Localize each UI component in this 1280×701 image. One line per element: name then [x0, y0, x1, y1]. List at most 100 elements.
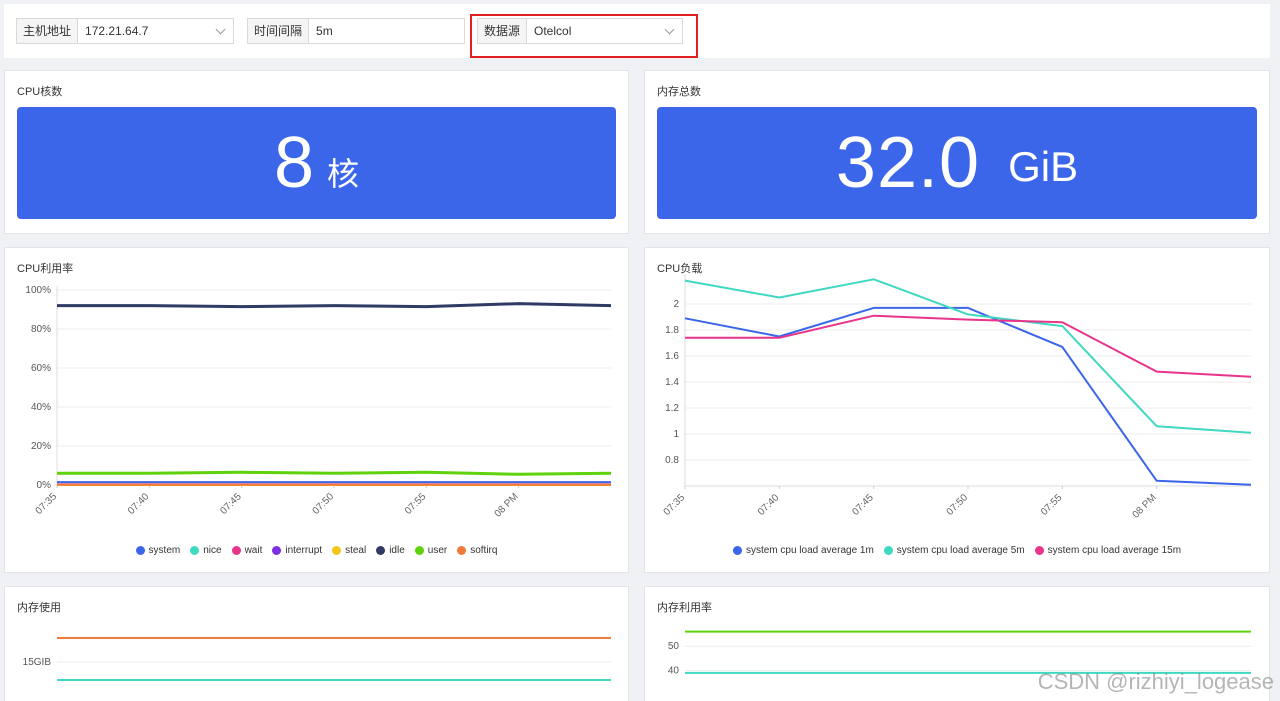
- cpu-load-chart: 0.8 1 1.2 1.4 1.6 1.8 2 07:35 07:40 07:45 07:50 07:…: [662, 274, 1252, 521]
- series-line-idle: [57, 302, 612, 309]
- legend-item[interactable]: wait: [231, 545, 263, 556]
- x-tick-label: 07:45: [850, 492, 876, 518]
- legend-item[interactable]: system: [135, 545, 181, 556]
- host-value[interactable]: 172.21.64.7: [85, 24, 149, 38]
- panel-title: CPU利用率: [17, 263, 74, 275]
- x-tick-label: 07:35: [34, 491, 60, 517]
- y-tick-label: 20%: [31, 441, 51, 452]
- legend-dot-icon: [332, 546, 342, 555]
- legend-dot-icon: [883, 546, 893, 555]
- y-tick-label: 60%: [31, 363, 51, 374]
- filter-bar: 主机地址 172.21.64.7 时间间隔 5m 数据源 Otelcol: [4, 4, 1270, 58]
- y-tick-label: 1: [673, 429, 679, 440]
- x-tick-label: 07:45: [218, 491, 244, 517]
- legend-dot-icon: [190, 546, 200, 555]
- panel-title: CPU负载: [657, 263, 703, 275]
- mem-total-stat: 32.0 GiB: [657, 107, 1257, 219]
- y-tick-label: 100%: [25, 285, 51, 296]
- legend-dot-icon: [414, 546, 424, 555]
- legend-label: steal: [345, 545, 367, 556]
- panel-title: 内存总数: [657, 86, 701, 98]
- legend-item[interactable]: nice: [190, 545, 222, 556]
- mem-rate-chart: 40 50: [668, 630, 1251, 677]
- series-line-system-cpu-load-average-5m: [684, 278, 1252, 434]
- datasource-label: 数据源: [478, 19, 528, 43]
- legend-dot-icon: [135, 546, 145, 555]
- y-tick-label: 0.8: [665, 455, 679, 466]
- x-tick-label: 08 PM: [1131, 492, 1159, 520]
- datasource-select[interactable]: 数据源 Otelcol: [477, 18, 683, 44]
- legend-label: softirq: [470, 545, 498, 556]
- x-tick-label: 07:40: [756, 492, 782, 518]
- legend-label: user: [427, 545, 448, 556]
- legend-dot-icon: [231, 546, 241, 555]
- stat-unit: GiB: [1008, 143, 1079, 190]
- panel-title: 内存利用率: [657, 602, 712, 614]
- watermark: CSDN @rizhiyi_logease: [1037, 669, 1274, 694]
- series-line-system-cpu-load-average-15m: [685, 314, 1252, 378]
- cpu-usage-chart: 0% 20% 40% 60% 80% 100% 07:35 07:40 07:45 07:50 07…: [25, 285, 612, 520]
- legend-item[interactable]: idle: [376, 545, 405, 556]
- legend-label: system: [148, 545, 181, 556]
- cpu-load-panel: CPU负载 0.8 1 1.2 1.4 1.6 1.8 2 07:35 07:40 07:45 07…: [644, 247, 1270, 573]
- y-tick-label: 40%: [31, 402, 51, 413]
- legend-label: interrupt: [285, 545, 323, 556]
- legend-item[interactable]: user: [414, 545, 448, 556]
- chart-legend: system cpu load average 1m system cpu loa…: [645, 545, 1269, 556]
- legend-dot-icon: [732, 546, 742, 555]
- x-tick-label: 07:50: [945, 492, 971, 518]
- y-tick-label: 1.6: [665, 351, 679, 362]
- x-tick-label: 07:50: [311, 491, 337, 517]
- legend-label: wait: [244, 545, 263, 556]
- series-line-system-cpu-load-average-1m: [684, 306, 1252, 486]
- x-tick-label: 08 PM: [493, 491, 521, 519]
- interval-value[interactable]: 5m: [316, 24, 333, 38]
- legend-dot-icon: [1034, 546, 1044, 555]
- y-tick-label: 1.2: [665, 403, 679, 414]
- x-tick-label: 07:40: [126, 491, 152, 517]
- legend-label: idle: [389, 545, 405, 556]
- legend-item[interactable]: system cpu load average 15m: [1034, 545, 1182, 556]
- legend-item[interactable]: system cpu load average 5m: [883, 545, 1025, 556]
- legend-dot-icon: [376, 546, 386, 555]
- legend-item[interactable]: softirq: [457, 545, 497, 556]
- legend-label: system cpu load average 15m: [1047, 545, 1182, 556]
- legend-label: nice: [203, 545, 222, 556]
- legend-label: system cpu load average 5m: [896, 545, 1025, 556]
- x-tick-label: 07:55: [403, 491, 429, 517]
- mem-used-panel: 内存使用 15GIB: [4, 586, 629, 701]
- legend-item[interactable]: interrupt: [272, 545, 322, 556]
- stat-value: 32.0: [835, 123, 981, 203]
- x-tick-label: 07:55: [1039, 492, 1065, 518]
- host-select[interactable]: 主机地址 172.21.64.7: [16, 18, 234, 44]
- y-tick-label: 40: [668, 666, 680, 677]
- cpu-cores-panel: CPU核数 8 核: [4, 70, 629, 234]
- highlight-box: [470, 14, 698, 58]
- legend-item[interactable]: system cpu load average 1m: [732, 545, 874, 556]
- y-tick-label: 15GIB: [23, 657, 52, 668]
- stat-value: 8: [273, 123, 316, 203]
- legend-dot-icon: [272, 546, 282, 555]
- interval-label: 时间间隔: [248, 19, 310, 43]
- y-tick-label: 1.4: [665, 377, 679, 388]
- panel-title: 内存使用: [17, 602, 61, 614]
- mem-used-chart: 15GIB: [23, 637, 611, 681]
- legend-item[interactable]: steal: [332, 545, 366, 556]
- stat-unit: 核: [327, 156, 360, 192]
- interval-input[interactable]: 时间间隔 5m: [247, 18, 465, 44]
- y-tick-label: 1.8: [665, 325, 679, 336]
- x-tick-label: 07:35: [662, 492, 688, 518]
- cpu-usage-panel: CPU利用率 0% 20% 40% 60% 80% 100% 07:35 07:40 07:45…: [4, 247, 629, 573]
- chart-legend: system nice wait interrupt steal idle user soft…: [5, 545, 628, 556]
- legend-dot-icon: [457, 546, 467, 555]
- y-tick-label: 80%: [31, 324, 51, 335]
- datasource-value[interactable]: Otelcol: [534, 24, 572, 38]
- chevron-down-icon[interactable]: [660, 19, 682, 43]
- chevron-down-icon[interactable]: [211, 19, 233, 43]
- mem-rate-panel: 内存利用率 40 50: [644, 586, 1270, 701]
- cpu-cores-stat: 8 核: [17, 107, 616, 219]
- host-label: 主机地址: [17, 19, 79, 43]
- mem-total-panel: 内存总数 32.0 GiB: [644, 70, 1270, 234]
- y-tick-label: 2: [673, 299, 679, 310]
- panel-title: CPU核数: [17, 86, 63, 98]
